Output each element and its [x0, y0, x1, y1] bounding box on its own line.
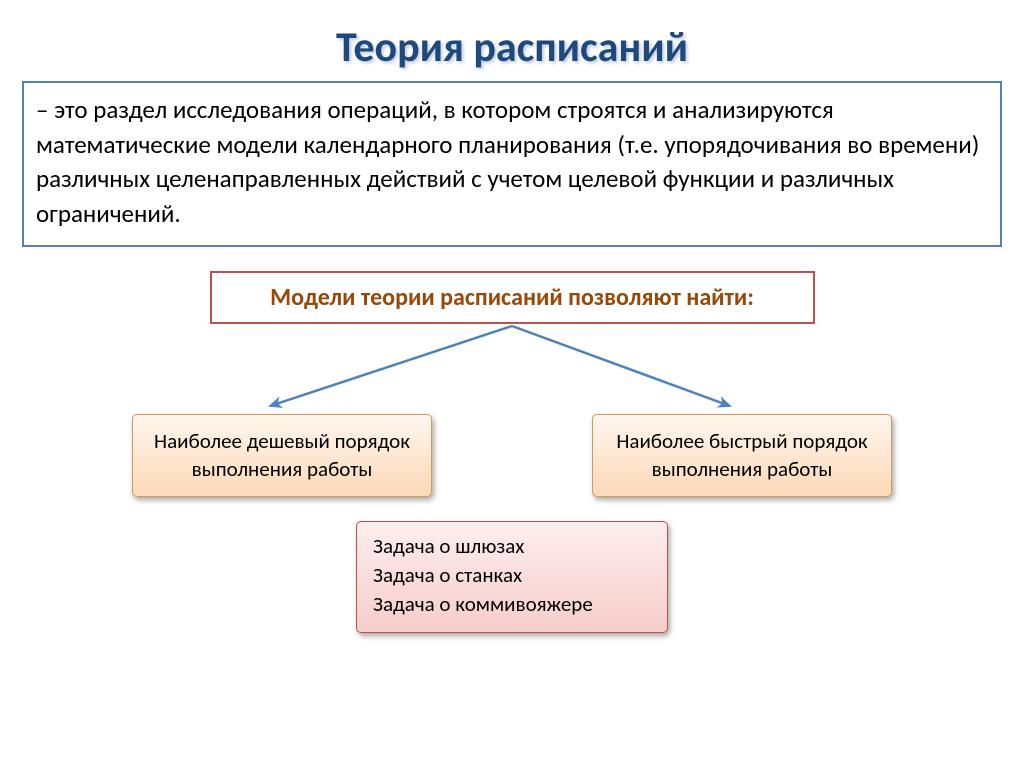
arrow-area [0, 324, 1024, 414]
task-line-1: Задача о шлюзах [373, 532, 651, 561]
tasks-box: Задача о шлюзах Задача о станках Задача … [356, 521, 668, 633]
task-line-3: Задача о коммивояжере [373, 590, 651, 619]
subtitle-box: Модели теории расписаний позволяют найти… [210, 271, 815, 324]
child-right-text: Наиболее быстрый порядок выполнения рабо… [607, 427, 877, 484]
child-left-text: Наиболее дешевый порядок выполнения рабо… [147, 427, 417, 484]
arrows-svg [0, 324, 1024, 414]
definition-box: – это раздел исследования операций, в ко… [22, 81, 1002, 247]
definition-text: – это раздел исследования операций, в ко… [36, 94, 979, 229]
page-title: Теория расписаний [0, 0, 1024, 81]
arrow-left [270, 326, 512, 406]
child-box-fastest: Наиболее быстрый порядок выполнения рабо… [592, 414, 892, 497]
child-box-cheapest: Наиболее дешевый порядок выполнения рабо… [132, 414, 432, 497]
task-line-2: Задача о станках [373, 561, 651, 590]
child-row: Наиболее дешевый порядок выполнения рабо… [0, 414, 1024, 497]
subtitle-text: Модели теории расписаний позволяют найти… [270, 283, 754, 312]
arrow-right [512, 326, 730, 406]
